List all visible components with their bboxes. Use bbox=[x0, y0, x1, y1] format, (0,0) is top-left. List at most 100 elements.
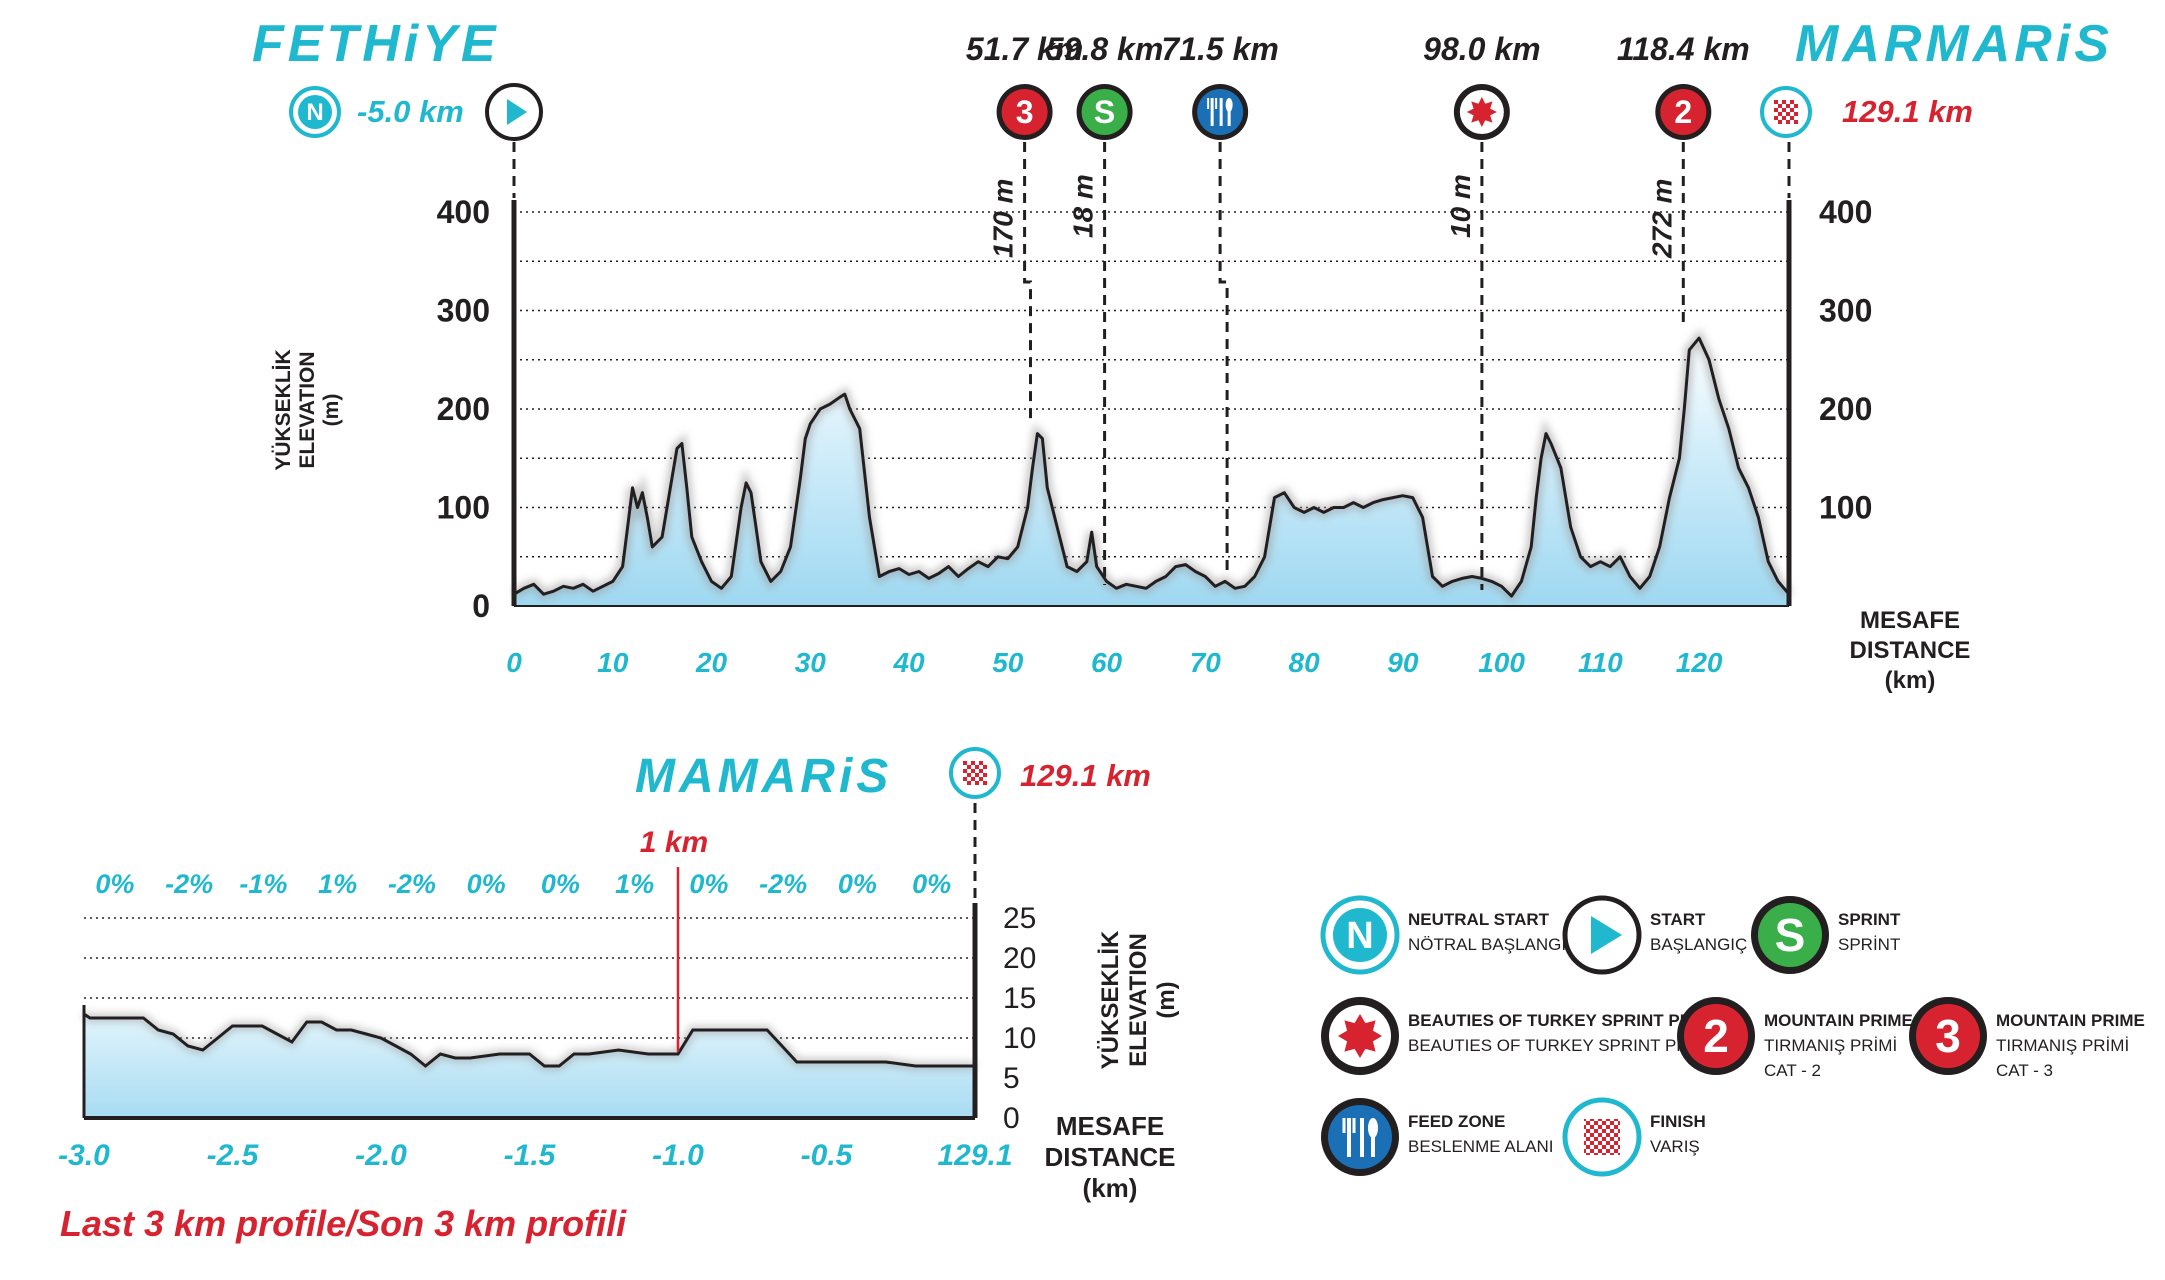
svg-text:N: N bbox=[306, 99, 323, 126]
main-ytick-left: 200 bbox=[437, 391, 490, 427]
main-ytick-left: 300 bbox=[437, 293, 490, 329]
main-chart-area bbox=[511, 328, 1793, 606]
sub-elevation-fill bbox=[84, 1014, 975, 1118]
mountain-cat3-icon: 3 bbox=[996, 84, 1053, 140]
legend-item: 3 MOUNTAIN PRIME TIRMANIŞ PRİMİ CAT - 3 bbox=[1909, 997, 2145, 1080]
main-ylabel-line1: YÜKSEKLİK bbox=[272, 349, 295, 470]
svg-text:2: 2 bbox=[1703, 1010, 1729, 1062]
legend-item: START BAŞLANGIÇ bbox=[1562, 895, 1747, 975]
sub-ylabel-unit: (m) bbox=[1153, 981, 1180, 1018]
beauties-sprint-icon bbox=[1321, 997, 1399, 1075]
neutral-start-icon: N bbox=[289, 86, 341, 138]
gradient-label: 1% bbox=[615, 869, 654, 899]
main-xtick: 100 bbox=[1478, 647, 1525, 678]
marker-km-label: 51.7 km bbox=[966, 31, 1083, 67]
last3km-footnote: Last 3 km profile/Son 3 km profili bbox=[60, 1203, 627, 1244]
finish-icon bbox=[1760, 86, 1812, 138]
legend-title: START bbox=[1650, 910, 1706, 929]
sub-xlabel-line2: DISTANCE bbox=[1045, 1142, 1176, 1172]
main-xtick: 90 bbox=[1387, 647, 1419, 678]
main-chart-gridlines bbox=[514, 211, 1789, 558]
sub-xlabel-line1: MESAFE bbox=[1056, 1111, 1164, 1141]
main-chart-axes bbox=[511, 200, 1792, 607]
last3km-axes bbox=[82, 903, 978, 1120]
last3km-area: 1 km bbox=[81, 826, 975, 1118]
start-icon bbox=[485, 83, 543, 141]
sub-xtick: -3.0 bbox=[58, 1139, 110, 1172]
marker-km-label: 59.8 km bbox=[1046, 31, 1163, 67]
marker-leader bbox=[1023, 142, 1032, 420]
marker-altitude-label: 18 m bbox=[1068, 174, 1099, 238]
sub-ytick: 20 bbox=[1003, 942, 1036, 975]
legend-title: MOUNTAIN PRIME bbox=[1764, 1011, 1913, 1030]
main-ytick-right: 200 bbox=[1819, 391, 1872, 427]
finish-km-label: 129.1 km bbox=[1842, 94, 1973, 129]
neutral-km-label: -5.0 km bbox=[357, 94, 464, 129]
main-ytick-left: 100 bbox=[437, 490, 490, 526]
sub-xtick: -0.5 bbox=[801, 1139, 854, 1172]
sub-elevation-line bbox=[83, 1012, 975, 1068]
sub-xtick: -2.5 bbox=[207, 1139, 260, 1172]
sub-ytick: 5 bbox=[1003, 1062, 1020, 1095]
sprint-icon: S bbox=[1751, 896, 1829, 974]
legend-title: BEAUTIES OF TURKEY SPRINT PRIME bbox=[1408, 1011, 1722, 1030]
gradient-label: -2% bbox=[388, 869, 436, 899]
gradient-label: -2% bbox=[759, 869, 807, 899]
sub-ytick: 10 bbox=[1003, 1022, 1036, 1055]
marker-altitude-label: 272 m bbox=[1646, 179, 1677, 259]
gradient-label: -2% bbox=[165, 869, 213, 899]
main-xlabel-unit: (km) bbox=[1885, 667, 1936, 694]
main-xtick: 30 bbox=[795, 647, 827, 678]
route-markers: 51.7 km 3 170 m 59.8 km S 18 m 71.5 km 98.0 km 1… bbox=[966, 31, 1750, 590]
gradient-label: 0% bbox=[467, 869, 506, 899]
gradient-label: -1% bbox=[239, 869, 287, 899]
legend-item: N NEUTRAL START NÖTRAL BAŞLANGIÇ bbox=[1320, 895, 1578, 975]
gradient-label: 0% bbox=[95, 869, 134, 899]
main-ytick-right: 400 bbox=[1819, 194, 1872, 230]
last3km-ticks: 0 5 10 15 20 25 -3.0 -2.5 -2.0 -1.5 -1.0 -0.5 129.1 0… bbox=[58, 869, 1036, 1172]
legend-subtitle: VARIŞ bbox=[1650, 1137, 1700, 1156]
legend-title: FEED ZONE bbox=[1408, 1112, 1505, 1131]
legend-category: CAT - 3 bbox=[1996, 1061, 2053, 1080]
bottom-finish-icon bbox=[949, 747, 1001, 799]
legend-title: SPRINT bbox=[1838, 910, 1901, 929]
bottom-city-title: MAMARiS bbox=[635, 750, 892, 803]
sub-xtick: -2.0 bbox=[355, 1139, 407, 1172]
legend-title: MOUNTAIN PRIME bbox=[1996, 1011, 2145, 1030]
main-ytick-right: 100 bbox=[1819, 490, 1872, 526]
gradient-label: 0% bbox=[689, 869, 728, 899]
legend-category: CAT - 2 bbox=[1764, 1061, 1821, 1080]
main-xtick: 40 bbox=[892, 647, 925, 678]
svg-text:N: N bbox=[1346, 915, 1373, 957]
sub-xlabel-unit: (km) bbox=[1083, 1173, 1138, 1203]
sub-ytick: 0 bbox=[1003, 1102, 1020, 1135]
main-xtick: 10 bbox=[597, 647, 629, 678]
legend-subtitle: NÖTRAL BAŞLANGIÇ bbox=[1408, 935, 1578, 954]
bottom-finish-km: 129.1 km bbox=[1020, 758, 1151, 793]
legend-item: S SPRINT SPRİNT bbox=[1751, 896, 1901, 974]
main-xlabel-line2: DISTANCE bbox=[1850, 637, 1971, 664]
main-xtick: 0 bbox=[506, 647, 522, 678]
marker-symbol: 2 bbox=[1674, 94, 1692, 130]
mountain-cat2-icon: 2 bbox=[1655, 84, 1712, 140]
finish-city-title: MARMARiS bbox=[1795, 15, 2113, 73]
legend-item: BEAUTIES OF TURKEY SPRINT PRIME BEAUTIES … bbox=[1321, 997, 1722, 1075]
legend-item: 2 MOUNTAIN PRIME TIRMANIŞ PRİMİ CAT - 2 bbox=[1677, 997, 1913, 1080]
start-city-title: FETHiYE bbox=[252, 15, 500, 73]
svg-text:3: 3 bbox=[1935, 1010, 1961, 1062]
main-xlabel-line1: MESAFE bbox=[1860, 607, 1960, 634]
gradient-label: 0% bbox=[838, 869, 877, 899]
main-xtick: 60 bbox=[1091, 647, 1123, 678]
feed-zone-icon bbox=[1321, 1098, 1399, 1176]
main-xtick: 20 bbox=[695, 647, 728, 678]
marker-symbol: S bbox=[1094, 94, 1115, 130]
sub-xtick: -1.5 bbox=[504, 1139, 557, 1172]
marker-leader bbox=[1218, 142, 1229, 575]
legend-subtitle: BESLENME ALANI bbox=[1408, 1137, 1554, 1156]
gradient-label: 0% bbox=[541, 869, 580, 899]
beauties-sprint-icon bbox=[1453, 84, 1510, 140]
main-xtick: 120 bbox=[1676, 647, 1723, 678]
main-xtick: 50 bbox=[992, 647, 1024, 678]
marker-altitude-label: 10 m bbox=[1445, 174, 1476, 238]
